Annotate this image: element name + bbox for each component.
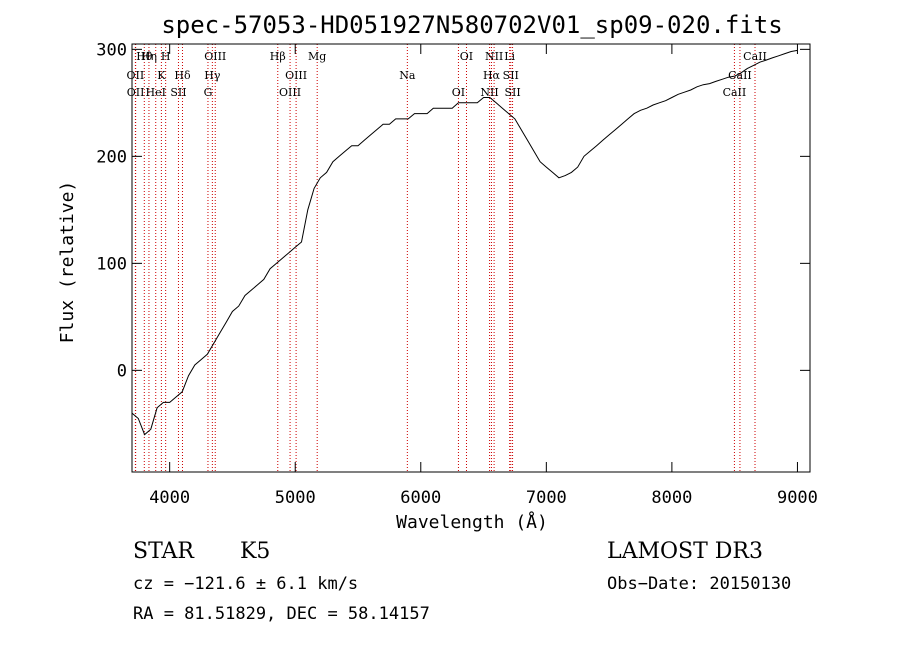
spectral-line-label: SII (170, 86, 186, 99)
x-tick-label: 7000 (526, 488, 567, 508)
spectral-line-label: Na (399, 69, 416, 82)
spectral-line-label: OII (127, 86, 145, 99)
object-class: STAR (133, 539, 194, 564)
spectral-line-label: SII (503, 69, 519, 82)
y-tick-label: 0 (117, 361, 127, 381)
spectral-line-label: OIII (204, 50, 226, 63)
x-tick-label: 8000 (651, 488, 692, 508)
spectral-line-labels: HθOIIOIIHηKHeIHHδSIIOIIIHγGHβOIIIOIIIMgN… (127, 50, 767, 99)
subclass: K5 (240, 539, 271, 564)
y-tick-label: 300 (96, 40, 127, 60)
spectral-line-label: H (161, 50, 171, 63)
y-tick-label: 100 (96, 254, 127, 274)
obs-date: Obs−Date: 20150130 (607, 574, 792, 594)
spectral-line-label: CaII (728, 69, 752, 82)
spectral-line-label: SII (504, 86, 520, 99)
spectral-line-label: Hγ (204, 69, 221, 82)
spectral-line-label: Mg (308, 50, 326, 63)
spectral-line-label: HeI (146, 86, 166, 99)
x-tick-label: 6000 (400, 488, 441, 508)
redshift-info: cz = −121.6 ± 6.1 km/s (133, 574, 359, 594)
spectral-line-label: OIII (279, 86, 301, 99)
x-axis-ticks: 4000 5000 6000 7000 8000 9000 (149, 44, 818, 508)
spectral-line-label: OIII (285, 69, 307, 82)
x-tick-label: 5000 (275, 488, 316, 508)
spectral-line-label: Li (504, 50, 515, 63)
chart-title: spec-57053-HD051927N580702V01_sp09-020.f… (161, 11, 782, 39)
survey-name: LAMOST DR3 (607, 539, 763, 564)
plot-frame (131, 43, 811, 473)
spectral-line-label: Hα (483, 69, 501, 82)
y-axis-ticks: 0 100 200 300 (96, 40, 810, 381)
x-tick-label: 9000 (777, 488, 818, 508)
spectral-line-label: NII (485, 50, 503, 63)
spectrum-line (131, 49, 798, 436)
spectral-line-label: NII (480, 86, 498, 99)
spectral-line-label: CaII (723, 86, 747, 99)
y-tick-label: 200 (96, 147, 127, 167)
spectral-line-label: Hδ (174, 69, 191, 82)
spectral-line-label: G (204, 86, 213, 99)
x-axis-label: Wavelength (Å) (396, 511, 548, 533)
spectral-line-label: K (157, 69, 166, 82)
spectral-line-markers (134, 44, 756, 472)
spectral-line-label: Hβ (270, 50, 286, 63)
spectral-line-label: Hθ (136, 50, 153, 63)
y-axis-label: Flux (relative) (57, 181, 78, 344)
spectral-line-label: Hη (141, 50, 157, 63)
spectral-line-label: OII (127, 69, 145, 82)
coordinates: RA = 81.51829, DEC = 58.14157 (133, 604, 430, 624)
spectral-line-label: OI (452, 86, 465, 99)
spectral-line-label: OI (460, 50, 473, 63)
x-tick-label: 4000 (149, 488, 190, 508)
spectral-line-label: CaII (743, 50, 767, 63)
